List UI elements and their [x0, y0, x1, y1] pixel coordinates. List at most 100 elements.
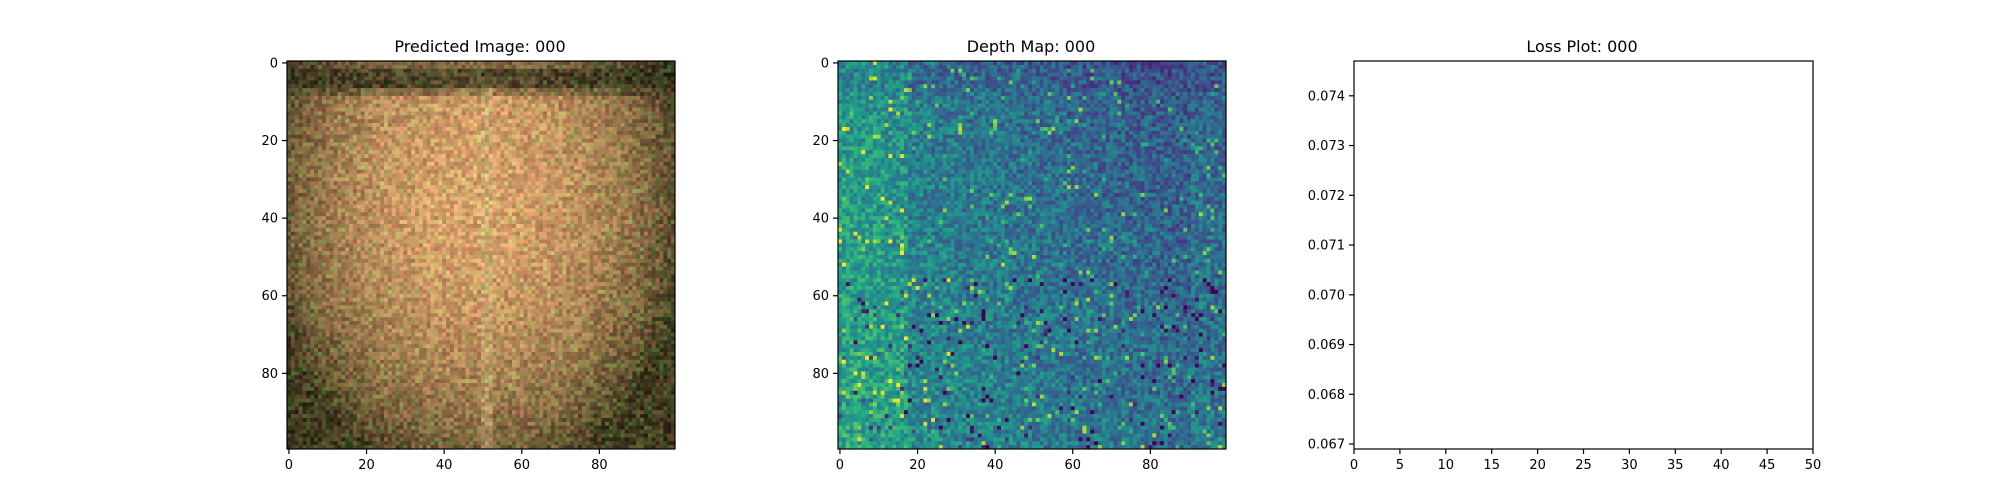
image-pixel [527, 115, 532, 120]
image-pixel [384, 158, 389, 163]
image-pixel [581, 84, 587, 89]
image-pixel [310, 138, 315, 143]
image-pixel [593, 196, 598, 201]
image-pixel [488, 165, 493, 170]
image-pixel [411, 92, 416, 97]
image-pixel [550, 99, 556, 104]
image-pixel [418, 72, 424, 77]
image-pixel [593, 231, 598, 236]
image-pixel [418, 99, 424, 104]
image-pixel [512, 161, 517, 167]
image-pixel [512, 84, 517, 89]
image-pixel [449, 130, 455, 136]
image-pixel [531, 223, 536, 229]
image-pixel [318, 239, 323, 244]
image-pixel [558, 161, 563, 167]
image-pixel [422, 92, 427, 97]
image-pixel [523, 119, 528, 124]
image-pixel [504, 154, 509, 159]
image-pixel [667, 150, 672, 155]
image-pixel [356, 123, 362, 128]
image-pixel [508, 208, 513, 213]
image-pixel [500, 111, 505, 116]
image-pixel [535, 76, 540, 81]
image-pixel [636, 107, 641, 112]
image-pixel [612, 80, 618, 85]
image-pixel [535, 223, 540, 229]
image-pixel [415, 223, 420, 229]
image-pixel [426, 61, 431, 66]
image-pixel [558, 192, 563, 198]
image-pixel [671, 123, 676, 128]
image-pixel [585, 80, 590, 85]
image-pixel [430, 111, 435, 116]
image-pixel [616, 84, 621, 89]
image-pixel [484, 107, 490, 112]
image-pixel [356, 95, 362, 101]
image-pixel [543, 216, 548, 221]
image-pixel [360, 111, 365, 116]
image-pixel [337, 227, 342, 233]
image-pixel [643, 212, 649, 217]
image-pixel [616, 200, 621, 205]
image-pixel [372, 161, 377, 167]
image-pixel [508, 95, 513, 101]
image-pixel [446, 76, 451, 81]
image-pixel [352, 95, 358, 101]
image-pixel [438, 115, 443, 120]
image-pixel [539, 80, 544, 85]
image-pixel [562, 154, 567, 159]
image-pixel [430, 165, 435, 170]
image-pixel [411, 138, 416, 143]
image-pixel [473, 92, 478, 97]
image-pixel [539, 208, 544, 213]
image-pixel [426, 239, 431, 244]
image-pixel [453, 119, 459, 124]
image-pixel [655, 61, 660, 66]
image-pixel [492, 126, 497, 132]
image-pixel [287, 231, 292, 236]
image-pixel [647, 239, 653, 244]
image-pixel [651, 88, 656, 93]
image-pixel [523, 64, 528, 70]
image-pixel [302, 80, 307, 85]
image-pixel [558, 200, 563, 205]
image-pixel [446, 169, 451, 174]
image-pixel [302, 64, 307, 70]
image-pixel [647, 216, 653, 221]
image-pixel [504, 158, 509, 163]
image-pixel [581, 76, 587, 81]
image-pixel [566, 192, 571, 198]
image-pixel [663, 103, 668, 108]
image-pixel [430, 216, 435, 221]
image-pixel [418, 177, 424, 182]
image-pixel [643, 200, 649, 205]
image-pixel [449, 92, 455, 97]
image-pixel [426, 64, 431, 70]
image-pixel [403, 220, 408, 225]
image-pixel [473, 196, 478, 201]
image-pixel [620, 88, 625, 93]
image-pixel [484, 251, 490, 256]
image-pixel [453, 161, 459, 167]
image-pixel [380, 212, 385, 217]
image-pixel [418, 223, 424, 229]
image-pixel [473, 204, 478, 209]
image-pixel [601, 204, 606, 209]
image-pixel [306, 158, 311, 163]
image-pixel [558, 150, 563, 155]
image-pixel [488, 212, 493, 217]
image-pixel [314, 251, 319, 256]
image-pixel [457, 61, 462, 66]
image-pixel [481, 146, 486, 151]
image-pixel [337, 192, 342, 198]
image-pixel [387, 173, 393, 178]
image-pixel [422, 138, 427, 143]
image-pixel [566, 235, 571, 240]
image-pixel [647, 130, 653, 136]
image-pixel [546, 181, 552, 186]
image-pixel [562, 119, 567, 124]
image-pixel [593, 99, 598, 104]
image-pixel [550, 115, 556, 120]
image-pixel [457, 126, 462, 132]
